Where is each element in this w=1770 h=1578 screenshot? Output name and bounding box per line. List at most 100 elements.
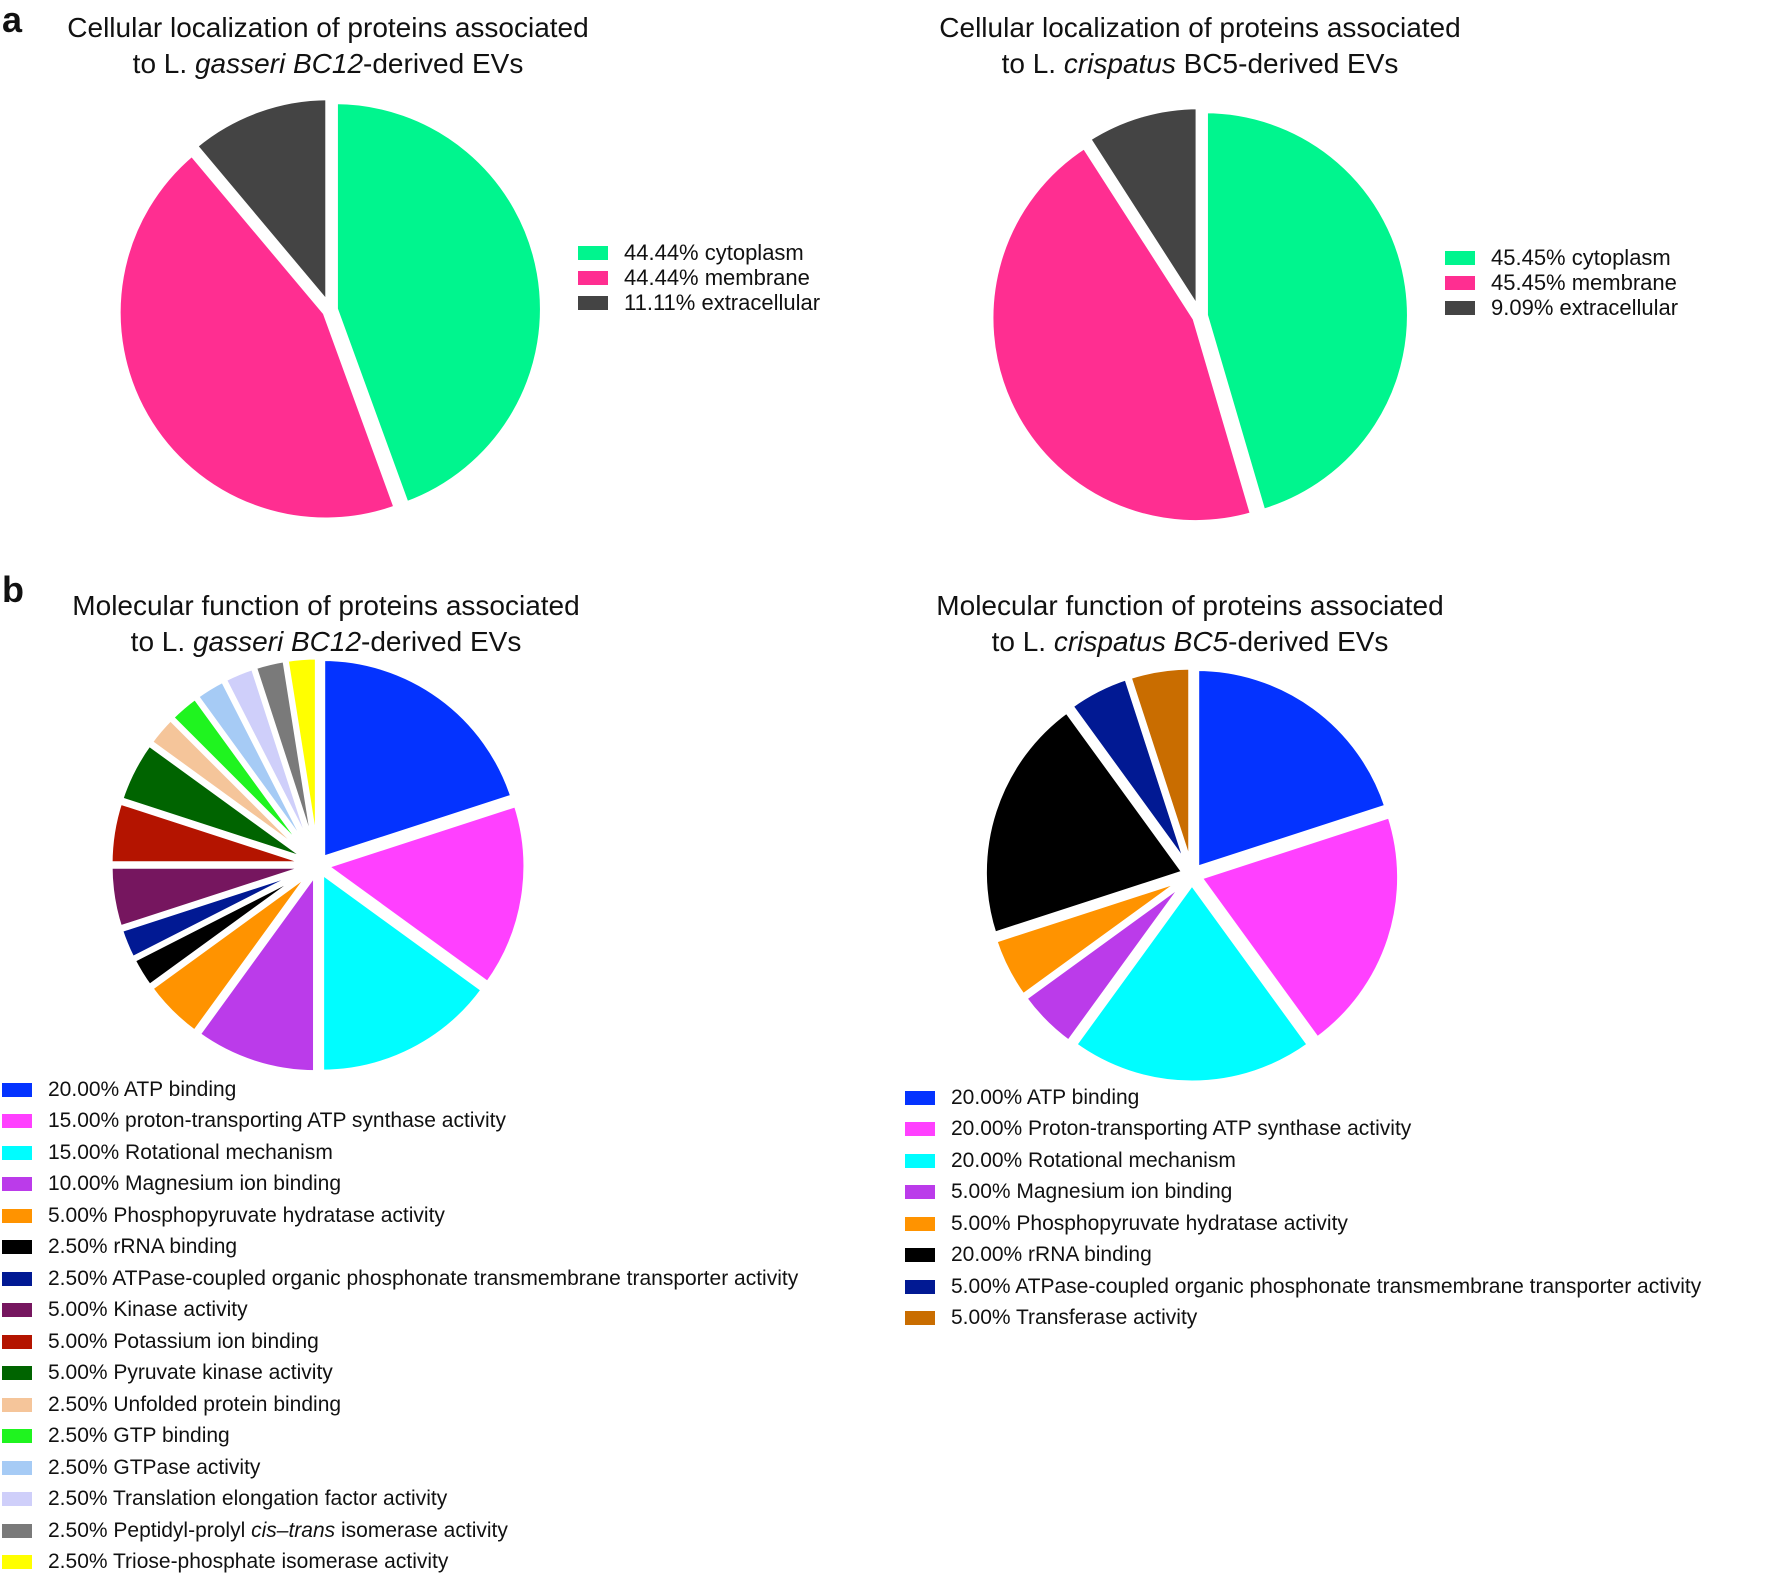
legend-label: 20.00% rRNA binding (951, 1243, 1152, 1267)
legend-swatch (2, 1209, 32, 1223)
legend-swatch (578, 271, 608, 285)
legend-swatch (905, 1154, 935, 1168)
legend-label: 44.44% membrane (624, 265, 810, 291)
legend-item-atpase-coupled-organic-phosphonate-transmembrane-transporter-activity: 5.00% ATPase-coupled organic phosphonate… (905, 1271, 1701, 1303)
legend-label: 2.50% Triose-phosphate isomerase activit… (48, 1550, 448, 1574)
legend-label: 20.00% Proton-transporting ATP synthase … (951, 1117, 1411, 1141)
legend-label: 15.00% proton-transporting ATP synthase … (48, 1109, 506, 1133)
legend-item-translation-elongation-factor-activity: 2.50% Translation elongation factor acti… (2, 1484, 798, 1516)
legend-label: 20.00% ATP binding (48, 1078, 236, 1102)
legend-swatch (1445, 251, 1475, 265)
legend-label: 45.45% cytoplasm (1491, 245, 1671, 271)
legend-item-rrna-binding: 20.00% rRNA binding (905, 1240, 1701, 1272)
legend-label: 11.11% extracellular (624, 290, 820, 316)
legend-swatch (905, 1248, 935, 1262)
legend-item-atp-binding: 20.00% ATP binding (2, 1074, 798, 1106)
legend-item-phosphopyruvate-hydratase-activity: 5.00% Phosphopyruvate hydratase activity (905, 1208, 1701, 1240)
func-crispatus-pie (972, 655, 1412, 1095)
legend-swatch (905, 1311, 935, 1325)
legend-swatch (1445, 301, 1475, 315)
loc-gasseri-title: Cellular localization of proteins associ… (0, 10, 728, 82)
legend-swatch (2, 1555, 32, 1569)
legend-label: 2.50% Translation elongation factor acti… (48, 1487, 447, 1511)
legend-item-membrane: 45.45% membrane (1445, 270, 1678, 295)
legend-swatch (2, 1177, 32, 1191)
legend-label: 9.09% extracellular (1491, 295, 1678, 321)
legend-label: 5.00% ATPase-coupled organic phosphonate… (951, 1275, 1701, 1299)
legend-swatch (2, 1083, 32, 1097)
legend-swatch (578, 296, 608, 310)
legend-item-extracellular: 11.11% extracellular (578, 290, 820, 315)
legend-swatch (2, 1272, 32, 1286)
legend-item-rrna-binding: 2.50% rRNA binding (2, 1232, 798, 1264)
legend-label: 44.44% cytoplasm (624, 240, 804, 266)
legend-swatch (905, 1217, 935, 1231)
legend-label: 5.00% Pyruvate kinase activity (48, 1361, 333, 1385)
loc-crispatus-pie (975, 91, 1425, 541)
legend-label: 5.00% Magnesium ion binding (951, 1180, 1232, 1204)
legend-item-extracellular: 9.09% extracellular (1445, 295, 1678, 320)
legend-swatch (2, 1240, 32, 1254)
legend-label: 5.00% Phosphopyruvate hydratase activity (48, 1204, 445, 1228)
legend-item-transferase-activity: 5.00% Transferase activity (905, 1303, 1701, 1335)
legend-item-atpase-coupled-organic-phosphonate-transmembrane-transporter-activity: 2.50% ATPase-coupled organic phosphonate… (2, 1263, 798, 1295)
legend-swatch (2, 1492, 32, 1506)
legend-swatch (905, 1280, 935, 1294)
legend-item-proton-transporting-atp-synthase-activity: 15.00% proton-transporting ATP synthase … (2, 1106, 798, 1138)
func-gasseri-legend: 20.00% ATP binding 15.00% proton-transpor… (2, 1074, 798, 1578)
legend-swatch (2, 1398, 32, 1412)
legend-swatch (2, 1366, 32, 1380)
legend-item-potassium-ion-binding: 5.00% Potassium ion binding (2, 1326, 798, 1358)
legend-label: 5.00% Potassium ion binding (48, 1330, 319, 1354)
legend-label: 2.50% rRNA binding (48, 1235, 237, 1259)
legend-swatch (905, 1122, 935, 1136)
legend-item-phosphopyruvate-hydratase-activity: 5.00% Phosphopyruvate hydratase activity (2, 1200, 798, 1232)
legend-label: 15.00% Rotational mechanism (48, 1141, 333, 1165)
legend-label: 10.00% Magnesium ion binding (48, 1172, 341, 1196)
legend-item-peptidyl-prolyl-cis-trans-isomerase-activity: 2.50% Peptidyl-prolyl cis–trans isomeras… (2, 1515, 798, 1547)
legend-swatch (2, 1146, 32, 1160)
loc-gasseri-pie (102, 82, 558, 538)
legend-item-rotational-mechanism: 20.00% Rotational mechanism (905, 1145, 1701, 1177)
legend-item-proton-transporting-atp-synthase-activity: 20.00% Proton-transporting ATP synthase … (905, 1114, 1701, 1146)
legend-label: 5.00% Kinase activity (48, 1298, 248, 1322)
legend-item-magnesium-ion-binding: 10.00% Magnesium ion binding (2, 1169, 798, 1201)
legend-label: 20.00% ATP binding (951, 1086, 1139, 1110)
legend-item-kinase-activity: 5.00% Kinase activity (2, 1295, 798, 1327)
legend-item-magnesium-ion-binding: 5.00% Magnesium ion binding (905, 1177, 1701, 1209)
legend-item-gtp-binding: 2.50% GTP binding (2, 1421, 798, 1453)
legend-swatch (1445, 276, 1475, 290)
legend-item-triose-phosphate-isomerase-activity: 2.50% Triose-phosphate isomerase activit… (2, 1547, 798, 1578)
legend-item-atp-binding: 20.00% ATP binding (905, 1082, 1701, 1114)
legend-swatch (2, 1524, 32, 1538)
func-crispatus-legend: 20.00% ATP binding 20.00% Proton-transpor… (905, 1082, 1701, 1334)
legend-swatch (578, 246, 608, 260)
legend-label: 5.00% Phosphopyruvate hydratase activity (951, 1212, 1348, 1236)
legend-label: 2.50% GTPase activity (48, 1456, 260, 1480)
legend-item-membrane: 44.44% membrane (578, 265, 820, 290)
legend-item-gtpase-activity: 2.50% GTPase activity (2, 1452, 798, 1484)
legend-swatch (2, 1335, 32, 1349)
legend-swatch (2, 1429, 32, 1443)
legend-label: 20.00% Rotational mechanism (951, 1149, 1236, 1173)
legend-label: 45.45% membrane (1491, 270, 1677, 296)
legend-item-cytoplasm: 44.44% cytoplasm (578, 240, 820, 265)
loc-crispatus-title: Cellular localization of proteins associ… (800, 10, 1600, 82)
func-crispatus-title: Molecular function of proteins associate… (790, 588, 1590, 660)
legend-swatch (2, 1303, 32, 1317)
legend-swatch (905, 1185, 935, 1199)
legend-label: 5.00% Transferase activity (951, 1306, 1197, 1330)
legend-label: 2.50% ATPase-coupled organic phosphonate… (48, 1267, 798, 1291)
func-gasseri-pie (98, 645, 538, 1085)
legend-label: 2.50% Peptidyl-prolyl cis–trans isomeras… (48, 1519, 508, 1543)
legend-item-unfolded-protein-binding: 2.50% Unfolded protein binding (2, 1389, 798, 1421)
legend-label: 2.50% Unfolded protein binding (48, 1393, 341, 1417)
legend-swatch (2, 1114, 32, 1128)
legend-item-cytoplasm: 45.45% cytoplasm (1445, 245, 1678, 270)
legend-item-rotational-mechanism: 15.00% Rotational mechanism (2, 1137, 798, 1169)
legend-swatch (2, 1461, 32, 1475)
legend-label: 2.50% GTP binding (48, 1424, 230, 1448)
legend-swatch (905, 1091, 935, 1105)
